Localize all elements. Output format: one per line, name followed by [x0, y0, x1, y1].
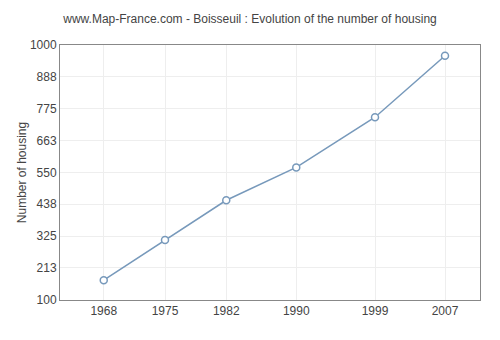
- svg-text:1000: 1000: [30, 38, 57, 52]
- svg-text:100: 100: [37, 293, 57, 307]
- svg-text:663: 663: [37, 134, 57, 148]
- svg-text:438: 438: [37, 197, 57, 211]
- svg-text:325: 325: [37, 229, 57, 243]
- svg-text:1982: 1982: [213, 304, 240, 318]
- svg-text:Number of housing: Number of housing: [15, 122, 29, 223]
- svg-text:550: 550: [37, 166, 57, 180]
- svg-text:1999: 1999: [362, 304, 389, 318]
- svg-text:1968: 1968: [90, 304, 117, 318]
- svg-text:1990: 1990: [283, 304, 310, 318]
- svg-text:1975: 1975: [152, 304, 179, 318]
- svg-text:2007: 2007: [432, 304, 459, 318]
- svg-text:888: 888: [37, 70, 57, 84]
- svg-text:www.Map-France.com - Boisseuil: www.Map-France.com - Boisseuil : Evoluti…: [62, 12, 437, 26]
- svg-text:213: 213: [37, 261, 57, 275]
- svg-text:775: 775: [37, 102, 57, 116]
